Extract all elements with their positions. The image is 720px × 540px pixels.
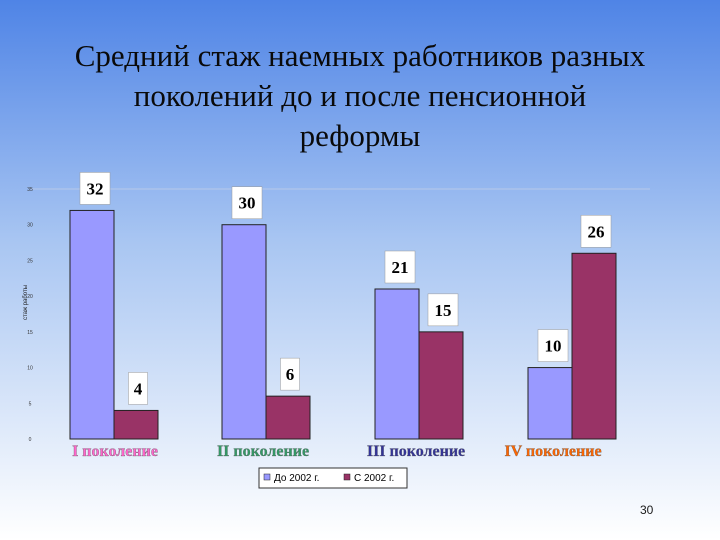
data-label: 26: [588, 222, 605, 241]
data-label: 10: [545, 337, 562, 356]
bar: [418, 331, 464, 440]
data-label-box: [427, 293, 459, 327]
bar: [113, 409, 159, 440]
bar: [69, 209, 115, 440]
legend-label: С 2002 г.: [354, 473, 394, 484]
category-label: I поколение: [72, 443, 158, 460]
category-label: III поколение: [367, 443, 465, 460]
legend-box: [258, 467, 408, 489]
data-label: 21: [392, 258, 409, 277]
slide-title: Средний стаж наемных работников разных п…: [74, 38, 646, 153]
bar: [374, 288, 420, 440]
slide-number: 30: [640, 503, 654, 517]
y-tick-label: 10: [27, 366, 33, 372]
y-axis-label: стаж работы: [23, 285, 29, 320]
y-tick-label: 35: [27, 187, 33, 193]
bar: [221, 224, 267, 440]
y-tick-label: 0: [29, 437, 32, 443]
data-label: 30: [239, 194, 256, 213]
data-label-box: [231, 186, 263, 219]
y-tick-label: 20: [27, 294, 33, 300]
data-label-box: [128, 372, 148, 405]
category-label: IV поколение: [504, 443, 601, 460]
bar: [527, 367, 573, 440]
legend-swatch: [263, 473, 271, 481]
data-label: 4: [134, 379, 143, 398]
data-label-box: [280, 357, 300, 391]
data-label: 32: [87, 179, 104, 198]
data-label-box: [384, 250, 416, 284]
data-label-box: [580, 215, 612, 248]
y-tick-label: 5: [29, 401, 32, 407]
legend-label: До 2002 г.: [274, 473, 319, 484]
y-tick-label: 15: [27, 330, 33, 336]
data-label-box: [79, 172, 111, 205]
legend-swatch: [343, 473, 351, 481]
bar: [571, 252, 617, 440]
y-tick-label: 30: [27, 223, 33, 229]
data-label: 15: [435, 301, 452, 320]
bar: [265, 395, 311, 440]
data-label: 6: [286, 365, 295, 384]
data-label-box: [537, 329, 569, 362]
category-label: II поколение: [217, 443, 309, 460]
y-tick-label: 25: [27, 258, 33, 264]
